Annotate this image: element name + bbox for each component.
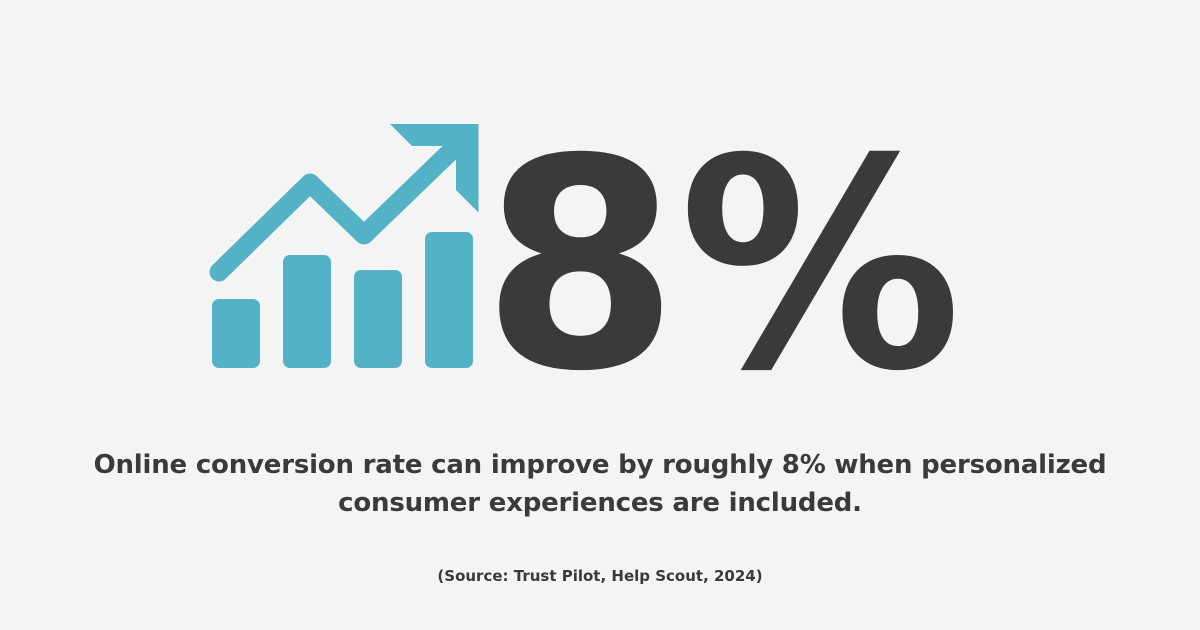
chart-bar-3 [354, 270, 402, 368]
trend-arrowhead [390, 124, 478, 212]
source-citation: (Source: Trust Pilot, Help Scout, 2024) [437, 567, 763, 585]
chart-bar-2 [283, 255, 331, 368]
chart-bars [212, 232, 473, 368]
chart-bar-4 [425, 232, 473, 368]
headline: Online conversion rate can improve by ro… [93, 450, 1107, 518]
trend-line [209, 142, 460, 282]
chart-bar-1 [212, 299, 260, 368]
stat-value-text: 8% [482, 132, 962, 382]
stat-value: 8% [482, 132, 962, 382]
